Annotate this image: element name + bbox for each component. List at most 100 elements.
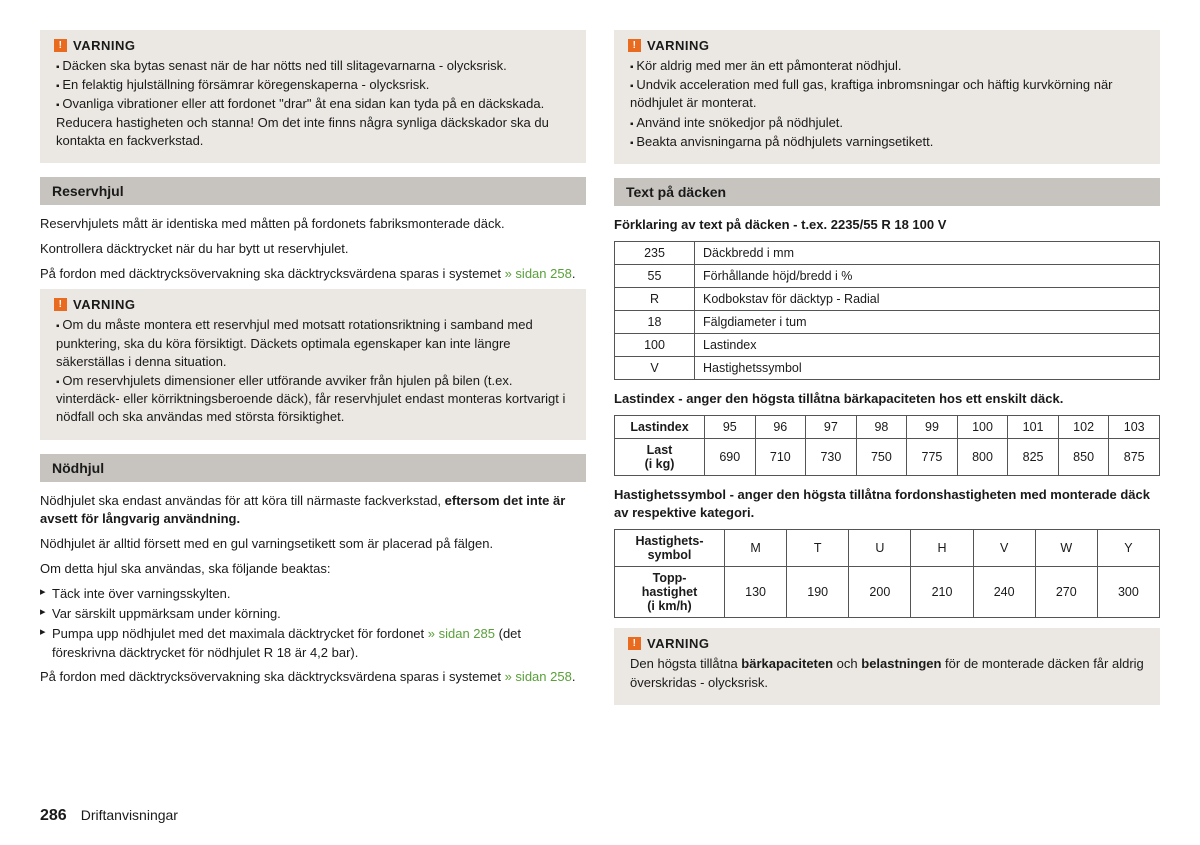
warning-item: Kör aldrig med mer än ett påmonterat nöd… xyxy=(630,57,1146,75)
table-cell: 875 xyxy=(1109,438,1160,475)
warning-label: VARNING xyxy=(647,636,709,651)
table-cell: 190 xyxy=(787,567,849,618)
warning-box-4: ! VARNING Den högsta tillåtna bärkapacit… xyxy=(614,628,1160,704)
load-index-table: Lastindex9596979899100101102103Last(i kg… xyxy=(614,415,1160,476)
warning-icon: ! xyxy=(628,39,641,52)
footer-section: Driftanvisningar xyxy=(81,807,178,823)
page-footer: 286 Driftanvisningar xyxy=(40,807,1160,825)
table-cell: 730 xyxy=(806,438,857,475)
warning-box-3: ! VARNING Kör aldrig med mer än ett påmo… xyxy=(614,30,1160,164)
warning-label: VARNING xyxy=(73,297,135,312)
table-cell: Hastighets-symbol xyxy=(615,530,725,567)
table-cell: 55 xyxy=(615,264,695,287)
warning-item: Beakta anvisningarna på nödhjulets varni… xyxy=(630,133,1146,151)
table-cell: 270 xyxy=(1035,567,1097,618)
table-cell: 99 xyxy=(907,415,958,438)
table-cell: Y xyxy=(1097,530,1159,567)
table-cell: 775 xyxy=(907,438,958,475)
table-cell: 200 xyxy=(849,567,911,618)
table-cell: Last(i kg) xyxy=(615,438,705,475)
table-cell: 710 xyxy=(755,438,806,475)
table-cell: 18 xyxy=(615,310,695,333)
list-item: Pumpa upp nödhjulet med det maximala däc… xyxy=(40,625,586,663)
table-cell: 690 xyxy=(705,438,756,475)
table-cell: 750 xyxy=(856,438,907,475)
paragraph: Nödhjulet är alltid försett med en gul v… xyxy=(40,535,586,554)
table-caption: Förklaring av text på däcken - t.ex. 223… xyxy=(614,216,1160,235)
paragraph: Om detta hjul ska användas, ska följande… xyxy=(40,560,586,579)
left-column: ! VARNING Däcken ska bytas senast när de… xyxy=(40,30,586,787)
warning-box-2: ! VARNING Om du måste montera ett reserv… xyxy=(40,289,586,439)
table-row: Hastighets-symbolMTUHVWY xyxy=(615,530,1160,567)
section-heading-nodhjul: Nödhjul xyxy=(40,454,586,482)
text-fragment: Pumpa upp nödhjulet med det maximala däc… xyxy=(52,626,428,641)
warning-label: VARNING xyxy=(647,38,709,53)
text-fragment: och xyxy=(833,656,861,671)
warning-item: Om reservhjulets dimensioner eller utför… xyxy=(56,372,572,427)
warning-title: ! VARNING xyxy=(54,297,572,312)
table-cell: 96 xyxy=(755,415,806,438)
table-cell: 240 xyxy=(973,567,1035,618)
table-cell: H xyxy=(911,530,973,567)
text-fragment: . xyxy=(572,669,576,684)
table-row: Last(i kg)690710730750775800825850875 xyxy=(615,438,1160,475)
page-link[interactable]: » sidan 285 xyxy=(428,626,495,641)
table-row: 235Däckbredd i mm xyxy=(615,241,1160,264)
table-row: 18Fälgdiameter i tum xyxy=(615,310,1160,333)
table-cell: W xyxy=(1035,530,1097,567)
paragraph: På fordon med däcktrycksövervakning ska … xyxy=(40,668,586,687)
warning-icon: ! xyxy=(628,637,641,650)
list-item: Täck inte över varningsskylten. xyxy=(40,585,586,604)
paragraph: Nödhjulet ska endast användas för att kö… xyxy=(40,492,586,530)
page-number: 286 xyxy=(40,807,67,825)
table-caption: Lastindex - anger den högsta tillåtna bä… xyxy=(614,390,1160,409)
table-cell: 98 xyxy=(856,415,907,438)
table-row: Lastindex9596979899100101102103 xyxy=(615,415,1160,438)
table-cell: T xyxy=(787,530,849,567)
warning-item: En felaktig hjulställning försämrar köre… xyxy=(56,76,572,94)
table-cell: Förhållande höjd/bredd i % xyxy=(695,264,1160,287)
table-cell: 300 xyxy=(1097,567,1159,618)
table-cell: M xyxy=(725,530,787,567)
warning-icon: ! xyxy=(54,39,67,52)
paragraph: Kontrollera däcktrycket när du har bytt … xyxy=(40,240,586,259)
list-item: Var särskilt uppmärksam under körning. xyxy=(40,605,586,624)
table-cell: 101 xyxy=(1008,415,1059,438)
section-heading-reservhjul: Reservhjul xyxy=(40,177,586,205)
table-cell: 210 xyxy=(911,567,973,618)
warning-title: ! VARNING xyxy=(628,38,1146,53)
table-cell: 97 xyxy=(806,415,857,438)
table-cell: R xyxy=(615,287,695,310)
table-cell: U xyxy=(849,530,911,567)
warning-item: Undvik acceleration med full gas, krafti… xyxy=(630,76,1146,112)
warning-label: VARNING xyxy=(73,38,135,53)
page-link[interactable]: » sidan 258 xyxy=(505,669,572,684)
warning-item: Ovanliga vibrationer eller att fordonet … xyxy=(56,95,572,150)
table-cell: Lastindex xyxy=(615,415,705,438)
table-cell: 100 xyxy=(957,415,1008,438)
table-cell: Däckbredd i mm xyxy=(695,241,1160,264)
table-cell: 130 xyxy=(725,567,787,618)
text-fragment: . xyxy=(572,266,576,281)
table-cell: 100 xyxy=(615,333,695,356)
page-link[interactable]: » sidan 258 xyxy=(505,266,572,281)
section-heading-text-dacken: Text på däcken xyxy=(614,178,1160,206)
table-cell: 825 xyxy=(1008,438,1059,475)
bold-fragment: belastningen xyxy=(861,656,941,671)
paragraph: Reservhjulets mått är identiska med mått… xyxy=(40,215,586,234)
table-cell: 850 xyxy=(1058,438,1109,475)
table-cell: 235 xyxy=(615,241,695,264)
table-cell: Fälgdiameter i tum xyxy=(695,310,1160,333)
table-cell: 800 xyxy=(957,438,1008,475)
warning-item: Använd inte snökedjor på nödhjulet. xyxy=(630,114,1146,132)
text-fragment: På fordon med däcktrycksövervakning ska … xyxy=(40,669,505,684)
warning-item: Om du måste montera ett reservhjul med m… xyxy=(56,316,572,371)
table-cell: V xyxy=(615,356,695,379)
table-cell: V xyxy=(973,530,1035,567)
table-cell: Lastindex xyxy=(695,333,1160,356)
table-row: Topp-hastighet(i km/h)130190200210240270… xyxy=(615,567,1160,618)
table-cell: Hastighetssymbol xyxy=(695,356,1160,379)
warning-title: ! VARNING xyxy=(628,636,1146,651)
text-fragment: Nödhjulet ska endast användas för att kö… xyxy=(40,493,445,508)
warning-box-1: ! VARNING Däcken ska bytas senast när de… xyxy=(40,30,586,163)
